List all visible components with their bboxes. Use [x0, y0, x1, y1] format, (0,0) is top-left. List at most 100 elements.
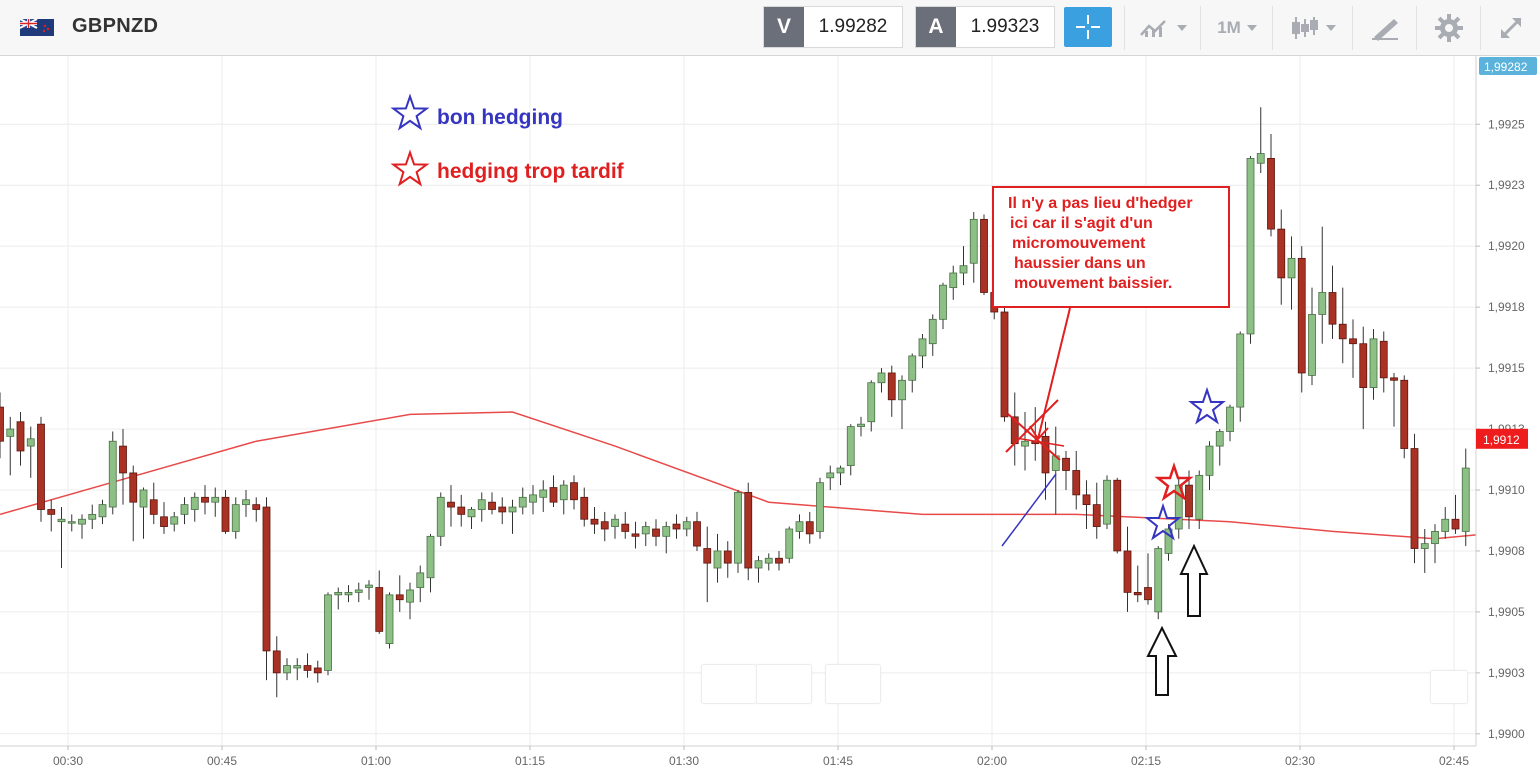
candle	[1267, 134, 1275, 237]
candle-body-bull	[1431, 531, 1439, 545]
candle-body-bull	[365, 584, 373, 588]
candle-body-bull	[908, 355, 917, 381]
candle-body-bear	[457, 506, 466, 515]
candle	[334, 587, 343, 610]
candle-body-bear	[1297, 257, 1306, 374]
candle-body-bear	[693, 521, 701, 547]
candle	[857, 416, 865, 437]
expand-button[interactable]	[1480, 6, 1540, 50]
moving-average-line	[0, 411, 1540, 540]
timeframe-label: 1M	[1217, 18, 1241, 37]
candle-body-bear	[1328, 292, 1337, 325]
candle	[395, 575, 404, 612]
candle	[508, 499, 517, 534]
candle	[1144, 553, 1152, 605]
candle	[672, 514, 681, 539]
candle	[949, 265, 958, 300]
time-axis[interactable]: 00:30 00:45 01:00 01:15 01:30 01:45 02:00 02:15…	[0, 745, 1476, 768]
candle-body-bear	[1092, 504, 1101, 527]
candle-body-bear	[652, 528, 660, 537]
candle	[1328, 265, 1337, 339]
price-tick-label: 1,9920	[1488, 239, 1525, 253]
candle	[1103, 475, 1111, 530]
candle-body-bull	[467, 509, 476, 518]
candle	[1205, 441, 1214, 490]
candle	[1297, 246, 1306, 393]
crosshair-button[interactable]	[1064, 7, 1112, 47]
zoom-in-button[interactable]	[756, 664, 812, 704]
candle-body-bear	[621, 523, 630, 532]
candle-style-button[interactable]	[1272, 6, 1353, 50]
time-tick-label: 00:45	[207, 754, 237, 768]
chart-type-button[interactable]	[1124, 6, 1201, 50]
candle	[129, 465, 138, 542]
candle-body-bull	[939, 284, 947, 320]
candle	[416, 565, 425, 603]
legend-good-label: bon hedging	[437, 106, 563, 129]
candle-body-bear	[47, 509, 56, 515]
candle-body-bear	[703, 548, 712, 564]
scroll-end-button[interactable]	[1430, 670, 1468, 704]
candle	[313, 660, 322, 683]
candle-body-bull	[1236, 333, 1245, 408]
price-chart[interactable]: 1,99251,99231,99201,99181,99151,99131,99…	[0, 56, 1540, 779]
candle-body-bull	[969, 218, 978, 264]
candle-body-bear	[498, 506, 507, 513]
candle-body-bull	[1287, 257, 1296, 279]
good-hedge-star-icon	[1144, 502, 1182, 541]
ma-price-label: 1,9912	[1483, 433, 1520, 447]
candle	[436, 492, 445, 547]
candle	[57, 507, 66, 569]
candle-body-bear	[272, 650, 281, 674]
chevron-down-icon	[1326, 25, 1336, 31]
candle-body-bear	[1123, 550, 1132, 593]
candle	[252, 497, 261, 522]
timeframe-button[interactable]: 1M	[1200, 6, 1273, 50]
legend-red-star-icon	[390, 149, 430, 187]
candle	[354, 582, 363, 603]
candle-body-bear	[1072, 470, 1081, 496]
ma-price-tag	[1476, 428, 1528, 449]
settings-button[interactable]	[1416, 6, 1481, 50]
candle-body-bear	[775, 557, 783, 564]
candle	[477, 492, 486, 522]
candle-body-bull	[190, 496, 199, 510]
candle	[37, 416, 45, 522]
candle	[344, 585, 353, 603]
price-axis-bg	[1476, 56, 1540, 779]
drawing-tools-button[interactable]	[1352, 6, 1417, 50]
candle-body-bear	[590, 518, 599, 525]
candle	[1441, 507, 1450, 539]
candle-body-bull	[1441, 518, 1450, 532]
reset-zoom-button[interactable]	[825, 664, 881, 704]
candle-body-bull	[231, 504, 240, 532]
ask-price-button[interactable]: A 1.99323	[915, 6, 1055, 48]
candle-body-bull	[477, 499, 486, 510]
ask-label: A	[916, 7, 956, 47]
note-line: micromouvement	[1012, 235, 1146, 252]
candle-body-bear	[1359, 343, 1368, 388]
candle-body-bear	[149, 499, 158, 515]
candle	[877, 368, 886, 393]
red-cross-line	[1015, 437, 1065, 447]
candle	[1256, 107, 1265, 174]
candle	[488, 492, 496, 515]
candle-body-bull	[26, 438, 35, 447]
bid-price-button[interactable]: V 1.99282	[763, 6, 903, 48]
candle	[1400, 375, 1409, 459]
candle	[816, 477, 824, 539]
candle	[590, 507, 599, 534]
candle-body-bull	[1246, 158, 1255, 335]
candle	[580, 487, 589, 527]
candle-body-bear	[0, 406, 4, 442]
candle-body-bull	[1195, 474, 1204, 520]
zoom-out-button[interactable]	[701, 664, 757, 704]
candle-body-bull	[641, 526, 650, 535]
candle-body-bull	[293, 665, 302, 669]
time-tick-label: 01:15	[515, 754, 545, 768]
price-axis[interactable]: 1,99251,99231,99201,99181,99151,99131,99…	[1475, 56, 1540, 779]
candle-body-bull	[959, 265, 968, 274]
candle-body-bear	[1400, 379, 1409, 449]
candle	[1041, 421, 1050, 500]
candle	[1287, 236, 1296, 310]
